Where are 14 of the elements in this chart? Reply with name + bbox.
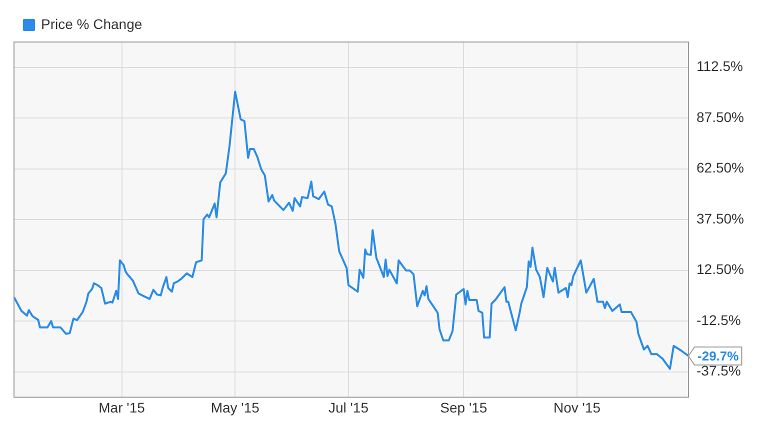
x-tick-label: Nov '15 — [554, 399, 601, 416]
x-tick-label: Jul '15 — [328, 399, 369, 416]
y-tick-label: 112.5% — [696, 58, 743, 74]
y-tick-label: 37.50% — [696, 210, 744, 226]
annotation: -29.7% — [698, 348, 740, 364]
x-tick-label: Sep '15 — [440, 399, 488, 416]
x-tick-label: May '15 — [210, 399, 260, 416]
y-tick-label: -37.5% — [696, 362, 741, 379]
y-tick-label: 62.50% — [696, 160, 744, 176]
legend-label: Price % Change — [41, 16, 142, 32]
y-tick-label: 12.50% — [696, 261, 744, 278]
y-tick-label: 87.50% — [696, 108, 744, 125]
x-tick-label: Mar '15 — [98, 399, 146, 416]
y-tick-label: -12.5% — [696, 312, 741, 328]
